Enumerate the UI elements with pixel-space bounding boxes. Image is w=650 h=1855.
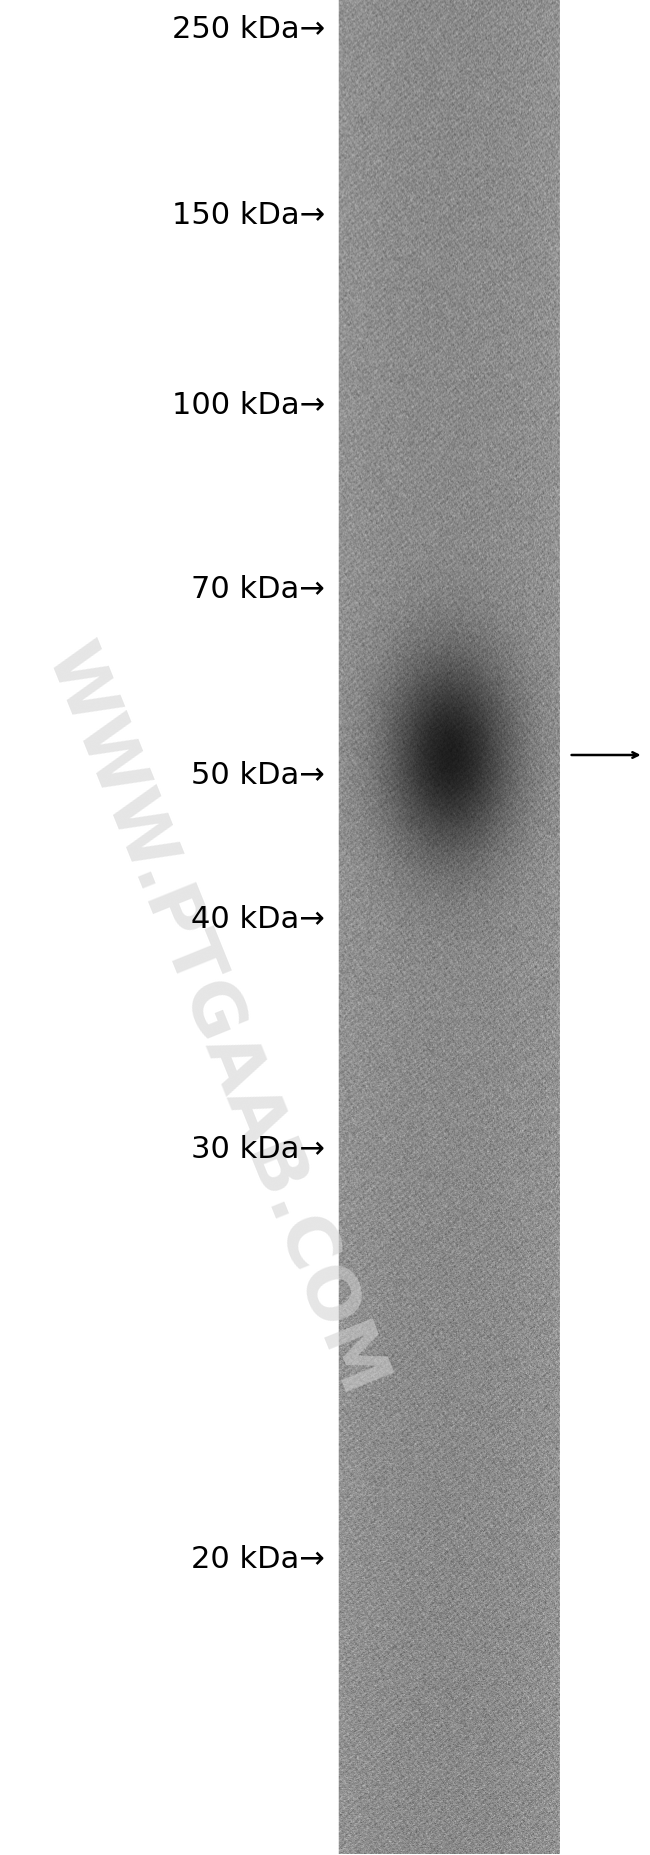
Text: 30 kDa→: 30 kDa→: [191, 1135, 325, 1165]
Text: 100 kDa→: 100 kDa→: [172, 391, 325, 419]
Text: 20 kDa→: 20 kDa→: [191, 1545, 325, 1575]
Text: WWW.PTGAAB.COM: WWW.PTGAAB.COM: [32, 634, 397, 1406]
Text: 50 kDa→: 50 kDa→: [191, 761, 325, 790]
Text: 70 kDa→: 70 kDa→: [191, 575, 325, 605]
Text: 40 kDa→: 40 kDa→: [191, 905, 325, 935]
Text: 250 kDa→: 250 kDa→: [172, 15, 325, 45]
Text: 150 kDa→: 150 kDa→: [172, 200, 325, 230]
